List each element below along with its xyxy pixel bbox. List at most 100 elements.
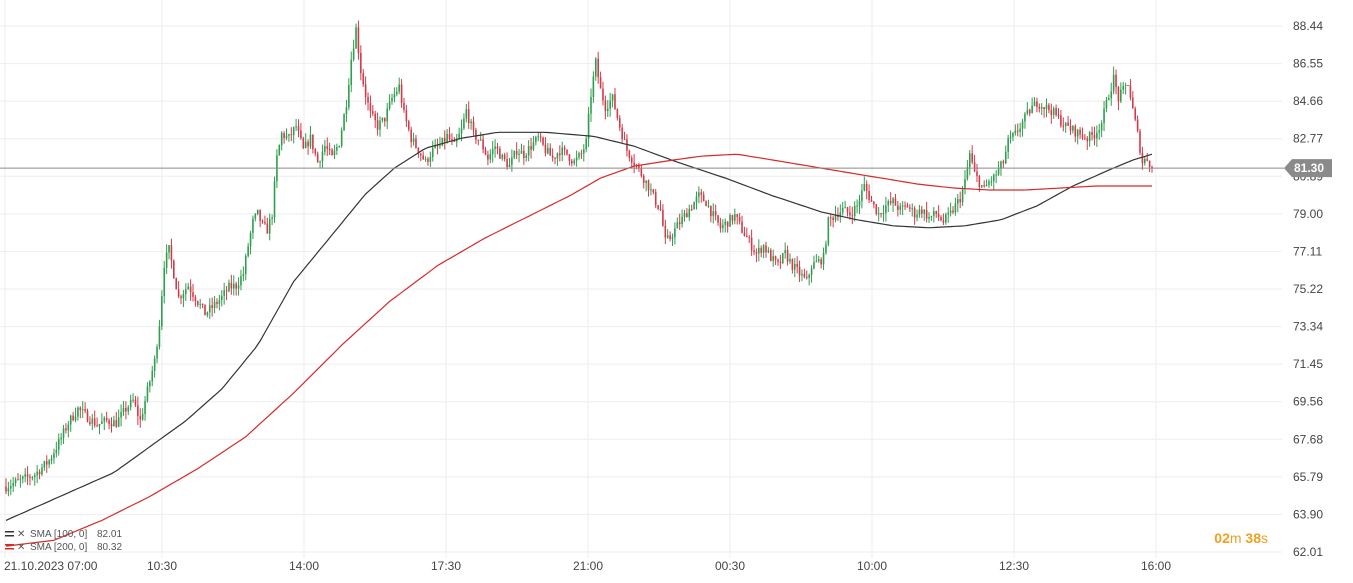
candle-body: [825, 244, 827, 253]
candle-body: [434, 145, 436, 148]
candle-body: [79, 407, 82, 410]
candle-body: [300, 130, 302, 139]
candle-body: [26, 474, 29, 477]
candle-body: [1040, 107, 1043, 109]
legend-swatch: [5, 531, 14, 533]
candle-body: [367, 96, 369, 103]
candle-body: [813, 262, 815, 269]
candle-body: [616, 109, 619, 118]
y-tick-label: 77.11: [1293, 244, 1322, 258]
candle-body: [252, 218, 254, 233]
candle-body: [1062, 125, 1065, 127]
candle-body: [223, 290, 225, 296]
candle-body: [911, 208, 914, 210]
candle-body: [98, 423, 101, 427]
candle-body: [125, 407, 127, 412]
candle-body: [892, 198, 894, 204]
candle-body: [187, 286, 190, 290]
candle-body: [146, 386, 149, 401]
candle-body: [218, 299, 221, 304]
candle-body: [705, 201, 707, 207]
candle-body: [741, 221, 743, 233]
candle-body: [168, 245, 170, 253]
candle-body: [439, 145, 441, 147]
candle-body: [333, 150, 336, 156]
y-tick-label: 71.45: [1293, 357, 1323, 371]
candle-body: [388, 101, 391, 109]
candle-body: [244, 255, 247, 275]
candle-body: [180, 296, 182, 299]
legend-close-icon[interactable]: ✕: [17, 542, 25, 553]
x-tick-label: 12:30: [999, 559, 1029, 573]
candle-body: [331, 149, 333, 156]
candle-body: [1024, 113, 1026, 122]
candle-body: [1076, 129, 1079, 137]
legend-close-icon[interactable]: ✕: [17, 529, 25, 540]
candle-body: [336, 147, 338, 151]
candle-body: [702, 194, 705, 202]
candle-body: [1098, 130, 1101, 133]
candle-body: [690, 209, 693, 211]
x-tick-label: 14:00: [289, 559, 319, 573]
candle-body: [561, 147, 564, 155]
candle-body: [1052, 108, 1055, 115]
candle-body: [45, 461, 48, 465]
candle-body: [808, 274, 810, 278]
candle-body: [1148, 160, 1151, 167]
candle-body: [976, 171, 978, 177]
candle-body: [86, 410, 89, 422]
candle-body: [628, 150, 631, 158]
timer-minutes-unit: m: [1229, 530, 1242, 546]
candle-body: [1060, 115, 1062, 126]
candle-body: [750, 237, 753, 251]
candle-body: [959, 199, 962, 203]
candle-body: [662, 209, 664, 226]
timer-minutes: 02: [1214, 530, 1230, 546]
candle-body: [921, 209, 923, 214]
candle-body: [1108, 98, 1110, 100]
candle-body: [688, 209, 691, 218]
y-axis: 88.4486.5584.6682.7780.8979.0077.1175.22…: [1293, 19, 1323, 559]
candle-body: [41, 467, 43, 475]
candle-body: [153, 358, 156, 371]
candle-body: [942, 220, 945, 223]
candle-body: [573, 160, 576, 164]
candle-body: [499, 148, 501, 159]
candle-body: [348, 85, 350, 108]
candle-body: [945, 214, 947, 223]
candle-body: [853, 205, 856, 217]
candle-body: [717, 215, 719, 223]
candle-body: [980, 185, 983, 187]
candle-body: [1079, 129, 1081, 135]
candle-body: [470, 121, 472, 124]
candle-body: [731, 215, 734, 221]
candle-body: [496, 146, 499, 149]
candle-body: [877, 213, 880, 215]
candle-body: [290, 134, 293, 136]
candle-body: [961, 188, 964, 203]
candle-body: [424, 158, 427, 160]
candle-body: [386, 108, 389, 122]
candle-body: [832, 217, 834, 220]
y-tick-label: 65.79: [1293, 470, 1323, 484]
candle-body: [594, 58, 597, 77]
candle-body: [1072, 126, 1074, 131]
candle-body: [249, 232, 252, 247]
candle-body: [213, 301, 216, 309]
candle-body: [29, 476, 31, 478]
candle-body: [710, 205, 712, 217]
candle-body: [678, 222, 681, 225]
candle-body: [134, 399, 137, 406]
candle-body: [666, 235, 669, 238]
candle-body: [312, 134, 314, 150]
candle-body: [1038, 107, 1041, 109]
candle-body: [968, 153, 971, 168]
y-tick-label: 67.68: [1293, 432, 1323, 446]
candle-body: [220, 295, 223, 300]
candle-body: [192, 292, 194, 297]
candle-body: [1019, 128, 1021, 132]
candle-body: [362, 73, 365, 85]
candle-body: [38, 471, 41, 475]
candle-body: [609, 100, 611, 109]
